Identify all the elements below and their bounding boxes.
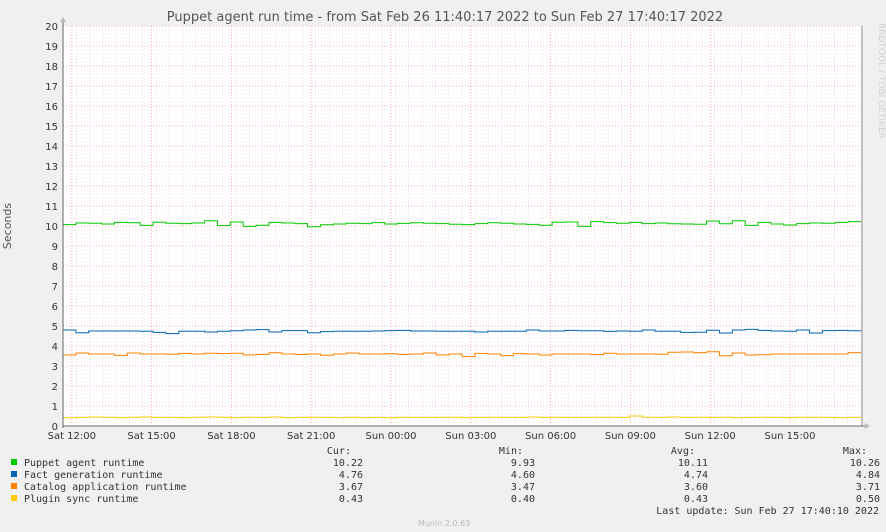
legend-swatch (11, 495, 17, 501)
y-tick-label: 3 (52, 362, 58, 373)
series-lines (63, 220, 861, 419)
chart-title: Puppet agent run time - from Sat Feb 26 … (167, 10, 723, 25)
legend-value-max: 4.84 (856, 470, 880, 481)
x-tick-label: Sun 06:00 (525, 431, 576, 442)
y-tick-label: 7 (52, 282, 58, 293)
legend-value-cur: 4.76 (339, 470, 363, 481)
y-tick-label: 20 (45, 22, 58, 33)
x-tick-label: Sun 12:00 (685, 431, 736, 442)
x-tick-label: Sat 15:00 (127, 431, 175, 442)
munin-version: Munin 2.0.63 (418, 519, 470, 528)
series-line (63, 328, 861, 335)
x-tick-label: Sun 15:00 (764, 431, 815, 442)
x-tick-label: Sat 18:00 (207, 431, 255, 442)
y-tick-label: 4 (52, 342, 58, 353)
y-axis-arrow (60, 17, 66, 22)
legend-value-max: 0.50 (856, 494, 880, 505)
legend-value-cur: 10.22 (333, 458, 363, 469)
legend-value-avg: 3.60 (684, 482, 708, 493)
legend-header-min: Min: (499, 446, 523, 457)
series-line (63, 415, 861, 419)
series-line (63, 351, 861, 358)
x-tick-label: Sun 00:00 (365, 431, 416, 442)
legend-value-min: 4.60 (511, 470, 535, 481)
y-tick-label: 11 (45, 202, 58, 213)
y-tick-label: 10 (45, 222, 58, 233)
y-tick-label: 5 (52, 322, 58, 333)
y-tick-label: 6 (52, 302, 58, 313)
legend-series-name: Fact generation runtime (24, 470, 162, 481)
legend-swatch (11, 459, 17, 465)
legend-value-min: 9.93 (511, 458, 535, 469)
axes (60, 17, 870, 429)
legend-header-cur: Cur: (327, 446, 351, 457)
y-tick-label: 9 (52, 242, 58, 253)
x-tick-label: Sat 12:00 (48, 431, 96, 442)
legend-value-min: 0.40 (511, 494, 535, 505)
legend-value-avg: 0.43 (684, 494, 708, 505)
legend-value-cur: 3.67 (339, 482, 363, 493)
legend-header-avg: Avg: (671, 446, 695, 457)
legend-value-avg: 4.74 (684, 470, 708, 481)
legend-header-max: Max: (843, 446, 867, 457)
x-tick-label: Sun 03:00 (445, 431, 496, 442)
x-axis-arrow (865, 423, 870, 429)
last-update: Last update: Sun Feb 27 17:40:10 2022 (656, 506, 879, 517)
y-tick-label: 2 (52, 382, 58, 393)
legend-value-cur: 0.43 (339, 494, 363, 505)
series-line (63, 220, 861, 228)
legend-value-max: 10.26 (850, 458, 880, 469)
legend: Cur: Min: Avg: Max: Puppet agent runtime… (11, 446, 880, 505)
legend-series-name: Plugin sync runtime (24, 494, 138, 505)
legend-value-min: 3.47 (511, 482, 535, 493)
y-tick-label: 13 (45, 162, 58, 173)
legend-value-max: 3.71 (856, 482, 880, 493)
y-tick-label: 1 (52, 402, 58, 413)
y-tick-label: 0 (52, 422, 58, 433)
grid (62, 25, 862, 427)
rrdtool-credit: RRDTOOL / TOBI OETIKER (876, 23, 886, 139)
y-tick-label: 18 (45, 62, 58, 73)
legend-swatch (11, 471, 17, 477)
legend-value-avg: 10.11 (678, 458, 708, 469)
y-tick-label: 12 (45, 182, 58, 193)
y-axis-label: Seconds (1, 203, 14, 249)
legend-series-name: Puppet agent runtime (24, 458, 144, 469)
y-tick-label: 19 (45, 42, 58, 53)
y-tick-label: 16 (45, 102, 58, 113)
y-tick-label: 17 (45, 82, 58, 93)
x-axis-ticks: Sat 12:00 Sat 15:00 Sat 18:00 Sat 21:00 Sun … (48, 431, 816, 442)
y-tick-label: 14 (45, 142, 58, 153)
y-tick-label: 15 (45, 122, 58, 133)
legend-swatch (11, 483, 17, 489)
x-tick-label: Sun 09:00 (605, 431, 656, 442)
legend-series-name: Catalog application runtime (24, 482, 187, 493)
x-tick-label: Sat 21:00 (287, 431, 335, 442)
y-tick-label: 8 (52, 262, 58, 273)
